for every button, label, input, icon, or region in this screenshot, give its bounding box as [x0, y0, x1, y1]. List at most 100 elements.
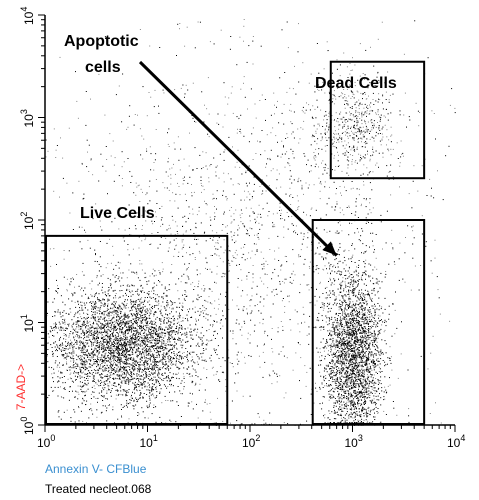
scatter-point: [354, 352, 356, 354]
scatter-point: [139, 332, 141, 334]
scatter-point: [168, 337, 170, 339]
scatter-point: [71, 342, 73, 344]
scatter-point: [160, 340, 162, 342]
scatter-point: [101, 381, 103, 383]
scatter-point: [359, 342, 361, 344]
scatter-point: [149, 340, 151, 342]
scatter-point: [371, 388, 373, 390]
scatter-point: [357, 275, 359, 277]
scatter-point: [58, 326, 60, 328]
scatter-point: [68, 366, 70, 368]
scatter-point: [369, 392, 371, 394]
scatter-point: [126, 362, 128, 364]
scatter-point: [209, 302, 211, 304]
scatter-point: [60, 326, 62, 328]
scatter-point: [115, 348, 117, 350]
scatter-point: [93, 327, 95, 329]
scatter-point: [357, 311, 359, 313]
scatter-point: [121, 416, 123, 418]
scatter-point: [146, 360, 148, 362]
scatter-point: [317, 317, 319, 319]
scatter-point: [131, 364, 133, 365]
scatter-point: [117, 342, 119, 344]
scatter-point: [70, 417, 72, 419]
scatter-point: [151, 326, 153, 327]
scatter-point: [179, 351, 181, 353]
scatter-point: [155, 361, 157, 363]
scatter-point: [174, 354, 176, 356]
scatter-point: [167, 339, 169, 341]
scatter-point: [99, 364, 101, 366]
scatter-point: [189, 246, 191, 248]
scatter-point: [82, 398, 84, 400]
scatter-point: [213, 320, 215, 322]
scatter-point: [84, 347, 86, 349]
scatter-point: [134, 306, 136, 308]
scatter-point: [149, 317, 151, 319]
scatter-point: [351, 394, 352, 396]
scatter-point: [146, 325, 148, 327]
scatter-point: [107, 385, 109, 387]
scatter-point: [132, 366, 134, 368]
scatter-point: [121, 321, 123, 323]
scatter-point: [171, 383, 172, 385]
scatter-point: [171, 344, 173, 346]
scatter-point: [80, 301, 82, 303]
scatter-point: [325, 377, 326, 379]
scatter-point: [219, 381, 221, 382]
scatter-point: [124, 372, 125, 374]
scatter-point: [342, 387, 344, 389]
scatter-point: [137, 330, 139, 332]
scatter-point: [120, 371, 122, 373]
scatter-point: [63, 411, 65, 413]
scatter-point: [178, 327, 180, 329]
scatter-point: [113, 345, 115, 346]
scatter-point: [178, 372, 179, 374]
scatter-point: [347, 319, 349, 321]
scatter-point: [134, 318, 136, 320]
scatter-point: [112, 406, 114, 408]
scatter-point: [166, 322, 168, 324]
scatter-point: [139, 260, 141, 261]
scatter-point: [50, 344, 52, 346]
scatter-point: [128, 296, 129, 297]
scatter-point: [78, 326, 80, 328]
scatter-point: [173, 363, 175, 365]
scatter-point: [384, 308, 386, 310]
scatter-point: [338, 370, 340, 372]
scatter-point: [183, 298, 185, 300]
scatter-point: [151, 339, 153, 341]
scatter-point: [361, 289, 363, 291]
scatter-point: [96, 364, 98, 366]
scatter-point: [97, 397, 99, 399]
scatter-point: [164, 364, 166, 366]
scatter-point: [112, 349, 114, 351]
scatter-point: [140, 290, 142, 292]
scatter-point: [342, 389, 344, 391]
scatter-point: [172, 316, 174, 318]
scatter-point: [76, 372, 78, 374]
scatter-point: [139, 367, 141, 369]
scatter-point: [101, 395, 103, 397]
scatter-point: [345, 320, 347, 322]
scatter-point: [374, 412, 375, 414]
scatter-point: [65, 341, 67, 343]
scatter-point: [103, 305, 105, 307]
scatter-point: [353, 411, 355, 413]
scatter-point: [355, 349, 357, 351]
scatter-point: [127, 359, 129, 361]
scatter-point: [100, 379, 102, 381]
scatter-point: [110, 311, 112, 313]
scatter-point: [101, 302, 103, 304]
scatter-point: [136, 337, 138, 339]
scatter-point: [137, 305, 139, 307]
scatter-point: [204, 389, 206, 391]
scatter-point: [215, 352, 216, 354]
scatter-point: [62, 364, 64, 366]
scatter-point: [220, 366, 222, 367]
scatter-point: [324, 414, 326, 416]
scatter-point: [97, 350, 99, 351]
scatter-point: [53, 342, 55, 344]
scatter-point: [120, 313, 121, 315]
scatter-point: [146, 362, 148, 364]
